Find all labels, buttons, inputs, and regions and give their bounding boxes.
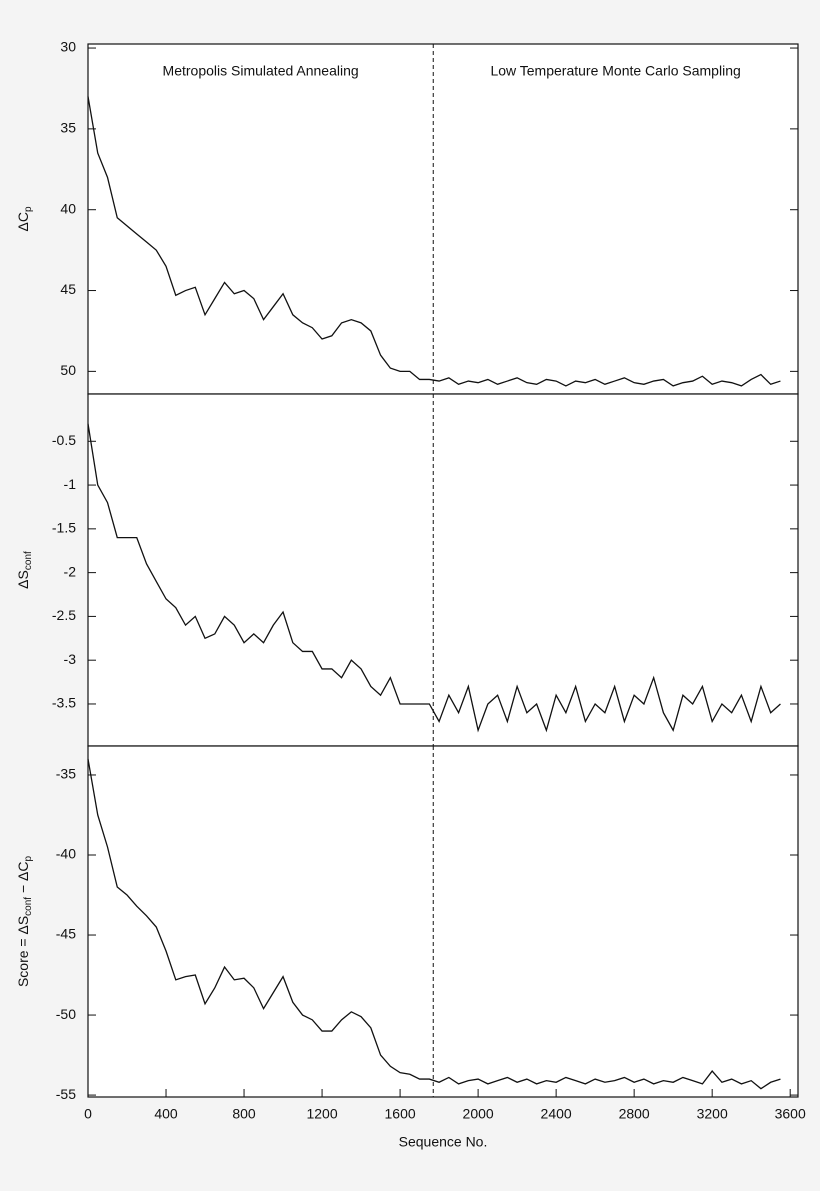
y-tick-label: -0.5 (52, 432, 76, 448)
x-tick-label: 800 (232, 1106, 256, 1122)
data-line (87, 96, 781, 387)
data-line (87, 423, 781, 733)
y-tick-label: -55 (56, 1086, 76, 1102)
y-axis-label: Score = ΔSconf − ΔCp (15, 856, 34, 988)
y-tick-label: -2.5 (52, 607, 76, 623)
y-tick-label: -3.5 (52, 695, 76, 711)
y-axis-label-part: ΔS (15, 570, 31, 589)
y-tick-label: -2 (64, 563, 77, 579)
x-tick-label: 2400 (541, 1106, 572, 1122)
x-tick-label: 1600 (385, 1106, 416, 1122)
plot-area (87, 393, 799, 747)
y-tick-label: 35 (60, 120, 76, 136)
y-tick-label: 50 (60, 362, 76, 378)
y-axis-label-sub: conf (23, 551, 34, 570)
y-tick-label: -50 (56, 1006, 76, 1022)
y-tick-label: -45 (56, 926, 76, 942)
y-tick-label: 30 (60, 39, 76, 55)
y-tick-label: -1.5 (52, 520, 76, 536)
annotation: Metropolis Simulated Annealing (163, 63, 359, 79)
y-axis-label-part: − ΔC (15, 862, 31, 897)
x-tick-label: 3600 (775, 1106, 806, 1122)
x-tick-label: 0 (84, 1106, 92, 1122)
y-tick-label: -40 (56, 846, 76, 862)
x-tick-label: 2800 (619, 1106, 650, 1122)
data-line (87, 758, 781, 1090)
plot-area (87, 43, 799, 395)
x-tick-label: 3200 (697, 1106, 728, 1122)
y-axis-label: ΔSconf (15, 551, 34, 589)
annotation: Low Temperature Monte Carlo Sampling (490, 63, 740, 79)
y-axis-label-sub: p (23, 206, 34, 212)
y-tick-label: -35 (56, 766, 76, 782)
y-axis-label-sub: p (23, 856, 34, 862)
x-axis-label: Sequence No. (399, 1134, 488, 1150)
x-tick-label: 1200 (306, 1106, 337, 1122)
y-axis-label-sub: conf (23, 897, 34, 916)
x-tick-label: 2000 (463, 1106, 494, 1122)
y-axis-label-part: Score = ΔS (15, 916, 31, 987)
x-tick-label: 400 (154, 1106, 178, 1122)
y-axis-label-part: ΔC (15, 212, 31, 231)
plot-area (87, 745, 799, 1098)
y-axis-label: ΔCp (15, 206, 34, 231)
y-tick-label: -1 (64, 476, 77, 492)
y-tick-label: 45 (60, 281, 76, 297)
y-tick-label: 40 (60, 200, 76, 216)
y-tick-label: -3 (64, 651, 77, 667)
